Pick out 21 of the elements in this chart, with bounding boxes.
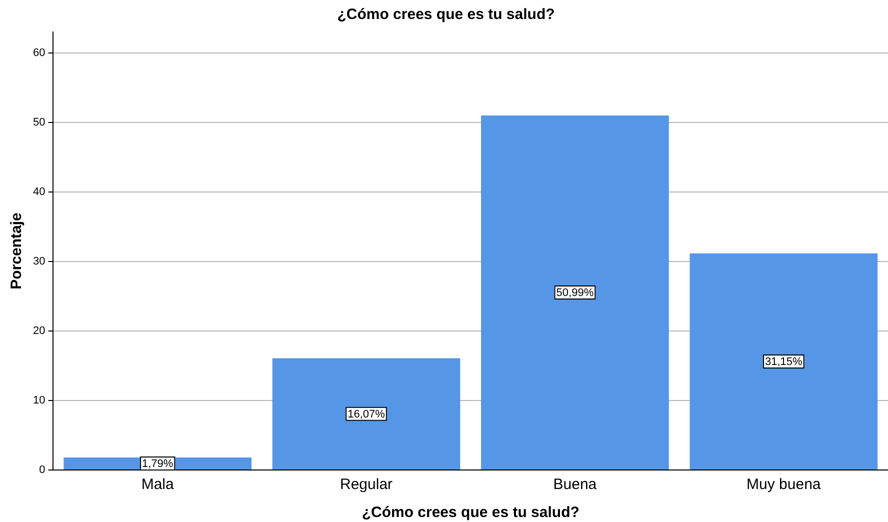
y-tick-label: 0 xyxy=(39,464,46,476)
x-tick-label: Mala xyxy=(141,476,174,494)
y-tick-label: 50 xyxy=(32,116,46,128)
bar xyxy=(690,253,878,470)
chart-title: ¿Cómo crees que es tu salud? xyxy=(337,6,555,24)
data-label: 31,15% xyxy=(765,356,803,368)
data-label: 50,99% xyxy=(556,287,594,300)
y-tick-label: 40 xyxy=(32,186,46,198)
x-tick-label: Regular xyxy=(340,476,393,494)
data-label: 1,79% xyxy=(142,458,174,470)
y-tick-label: 10 xyxy=(32,394,46,407)
y-tick-label: 30 xyxy=(32,255,46,268)
y-axis-title: Porcentaje xyxy=(8,212,26,290)
data-label: 16,07% xyxy=(348,408,386,420)
y-tick-label: 60 xyxy=(32,46,46,59)
x-axis-title: ¿Cómo crees que es tu salud? xyxy=(362,504,580,522)
bar xyxy=(481,116,669,470)
x-tick-label: Buena xyxy=(553,476,598,494)
x-tick-label: Muy buena xyxy=(746,476,822,494)
bar xyxy=(272,358,460,470)
y-tick-label: 20 xyxy=(32,324,46,337)
